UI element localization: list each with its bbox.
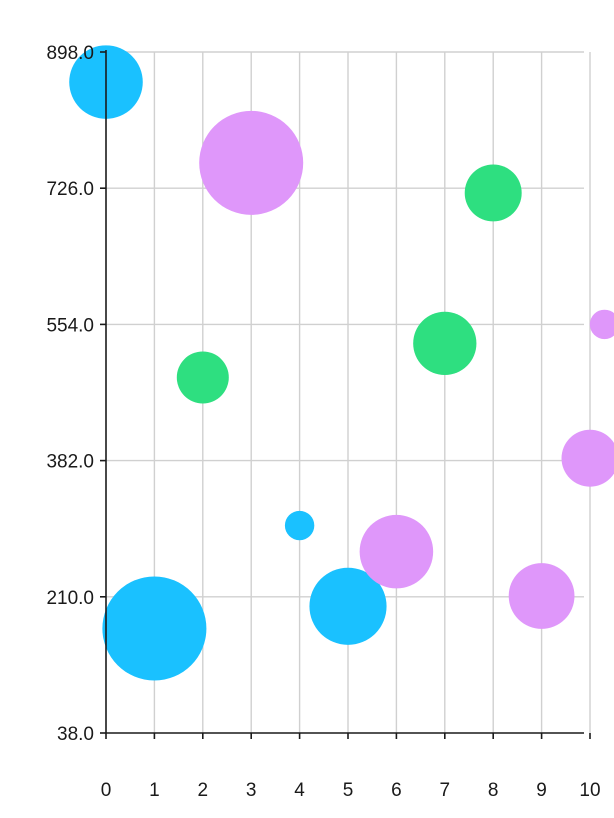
bubble-s0-p2 — [284, 510, 315, 541]
x-tick-label: 7 — [440, 780, 451, 801]
y-tick-label: 726.0 — [46, 179, 94, 200]
bubble-s2-p1 — [413, 311, 477, 376]
bubble-s2-p2 — [464, 164, 522, 222]
bubble-s0-p3 — [309, 567, 387, 645]
x-tick-label: 8 — [488, 780, 499, 801]
y-tick-label: 898.0 — [46, 43, 94, 64]
bubble-s2-p0 — [176, 351, 229, 404]
bubbles — [69, 45, 614, 681]
bubble-s1-p0 — [199, 110, 304, 215]
y-tick-label: 210.0 — [46, 588, 94, 609]
x-tick-label: 0 — [101, 780, 112, 801]
y-tick-label: 382.0 — [46, 452, 94, 473]
x-tick-label: 5 — [343, 780, 354, 801]
x-tick-label: 1 — [149, 780, 160, 801]
x-tick-label: 4 — [294, 780, 305, 801]
y-tick-label: 554.0 — [46, 315, 94, 336]
bubble-s1-p2 — [508, 563, 575, 629]
bubble-s1-p4 — [589, 309, 614, 340]
tick-labels: 38.0 210.0 382.0 554.0 726.0 898.0 0 1 2 3 4 5 6 7 8 9 1… — [46, 43, 600, 801]
y-tick-label: 38.0 — [57, 724, 94, 745]
bubble-s1-p1 — [359, 514, 434, 589]
x-tick-label: 3 — [246, 780, 257, 801]
bubble-s1-p3 — [561, 429, 614, 487]
x-tick-label: 2 — [198, 780, 209, 801]
x-tick-label: 6 — [391, 780, 402, 801]
x-tick-label: 10 — [579, 780, 600, 801]
axes — [100, 50, 591, 739]
bubble-s0-p1 — [102, 576, 207, 681]
x-tick-label: 9 — [536, 780, 547, 801]
